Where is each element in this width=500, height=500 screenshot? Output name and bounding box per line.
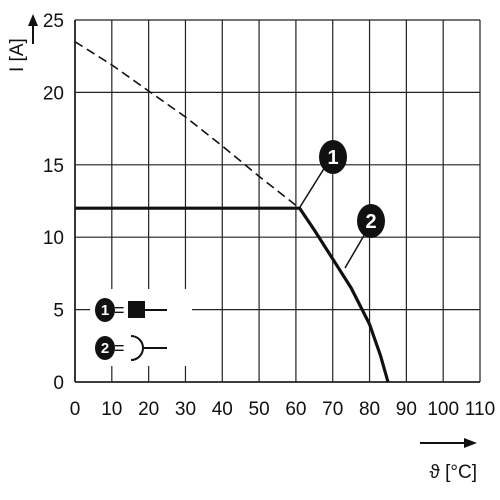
y-tick-label: 5 [53,301,64,322]
solid-square-plug-icon [128,301,167,318]
x-tick-label: 110 [465,399,495,420]
x-tick-label: 80 [359,399,380,420]
y-tick-label: 20 [43,83,64,104]
x-tick-label: 90 [396,399,417,420]
callout-1: 1 [299,140,347,208]
legend-entry-2: 2 = [95,335,167,361]
y-tick-label: 15 [43,156,64,177]
legend-1-marker: 1 [101,302,109,319]
y-tick-label: 25 [43,11,64,32]
callout-1-leader [299,166,326,208]
y-axis-label: I [A] [7,38,28,72]
legend-2-equals: = [114,338,125,358]
x-tick-label: 40 [212,399,233,420]
callout-1-label: 1 [327,147,338,169]
callout-2-leader [344,231,367,269]
callout-2-badge [357,204,385,238]
series-dashed-curve [74,41,301,209]
x-tick-label: 20 [138,399,159,420]
y-axis-title: I [A] [7,14,38,72]
x-axis-arrow-head [464,438,477,448]
x-tick-label: 70 [322,399,343,420]
legend-2-badge [95,336,115,360]
data-curves [74,41,390,383]
y-tick-label: 10 [43,228,64,249]
x-tick-label: 60 [285,399,306,420]
callout-1-badge [319,140,347,174]
legend: 1 = 2 = [90,289,192,366]
y-tick-labels: 0 5 10 15 20 25 [43,11,64,394]
legend-1-badge [95,298,115,322]
open-arc-socket-icon [130,335,167,361]
legend-entry-1: 1 = [95,298,167,322]
x-axis-title: ϑ [°C] [420,438,477,483]
x-tick-labels: 0 10 20 30 40 50 60 70 80 90 100 110 [70,399,495,420]
y-tick-label: 0 [53,373,64,394]
y-axis-arrow-head [28,14,38,26]
x-axis-label: ϑ [°C] [429,462,477,483]
x-tick-label: 100 [427,399,459,420]
callout-2: 2 [344,204,385,269]
callout-2-label: 2 [365,211,376,233]
legend-1-equals: = [114,300,125,320]
x-tick-label: 0 [70,399,81,420]
x-tick-label: 30 [175,399,196,420]
legend-2-marker: 2 [101,340,109,357]
x-tick-label: 50 [249,399,270,420]
series-solid-curve [75,206,390,383]
grid-lines [74,19,481,383]
x-tick-label: 10 [101,399,122,420]
